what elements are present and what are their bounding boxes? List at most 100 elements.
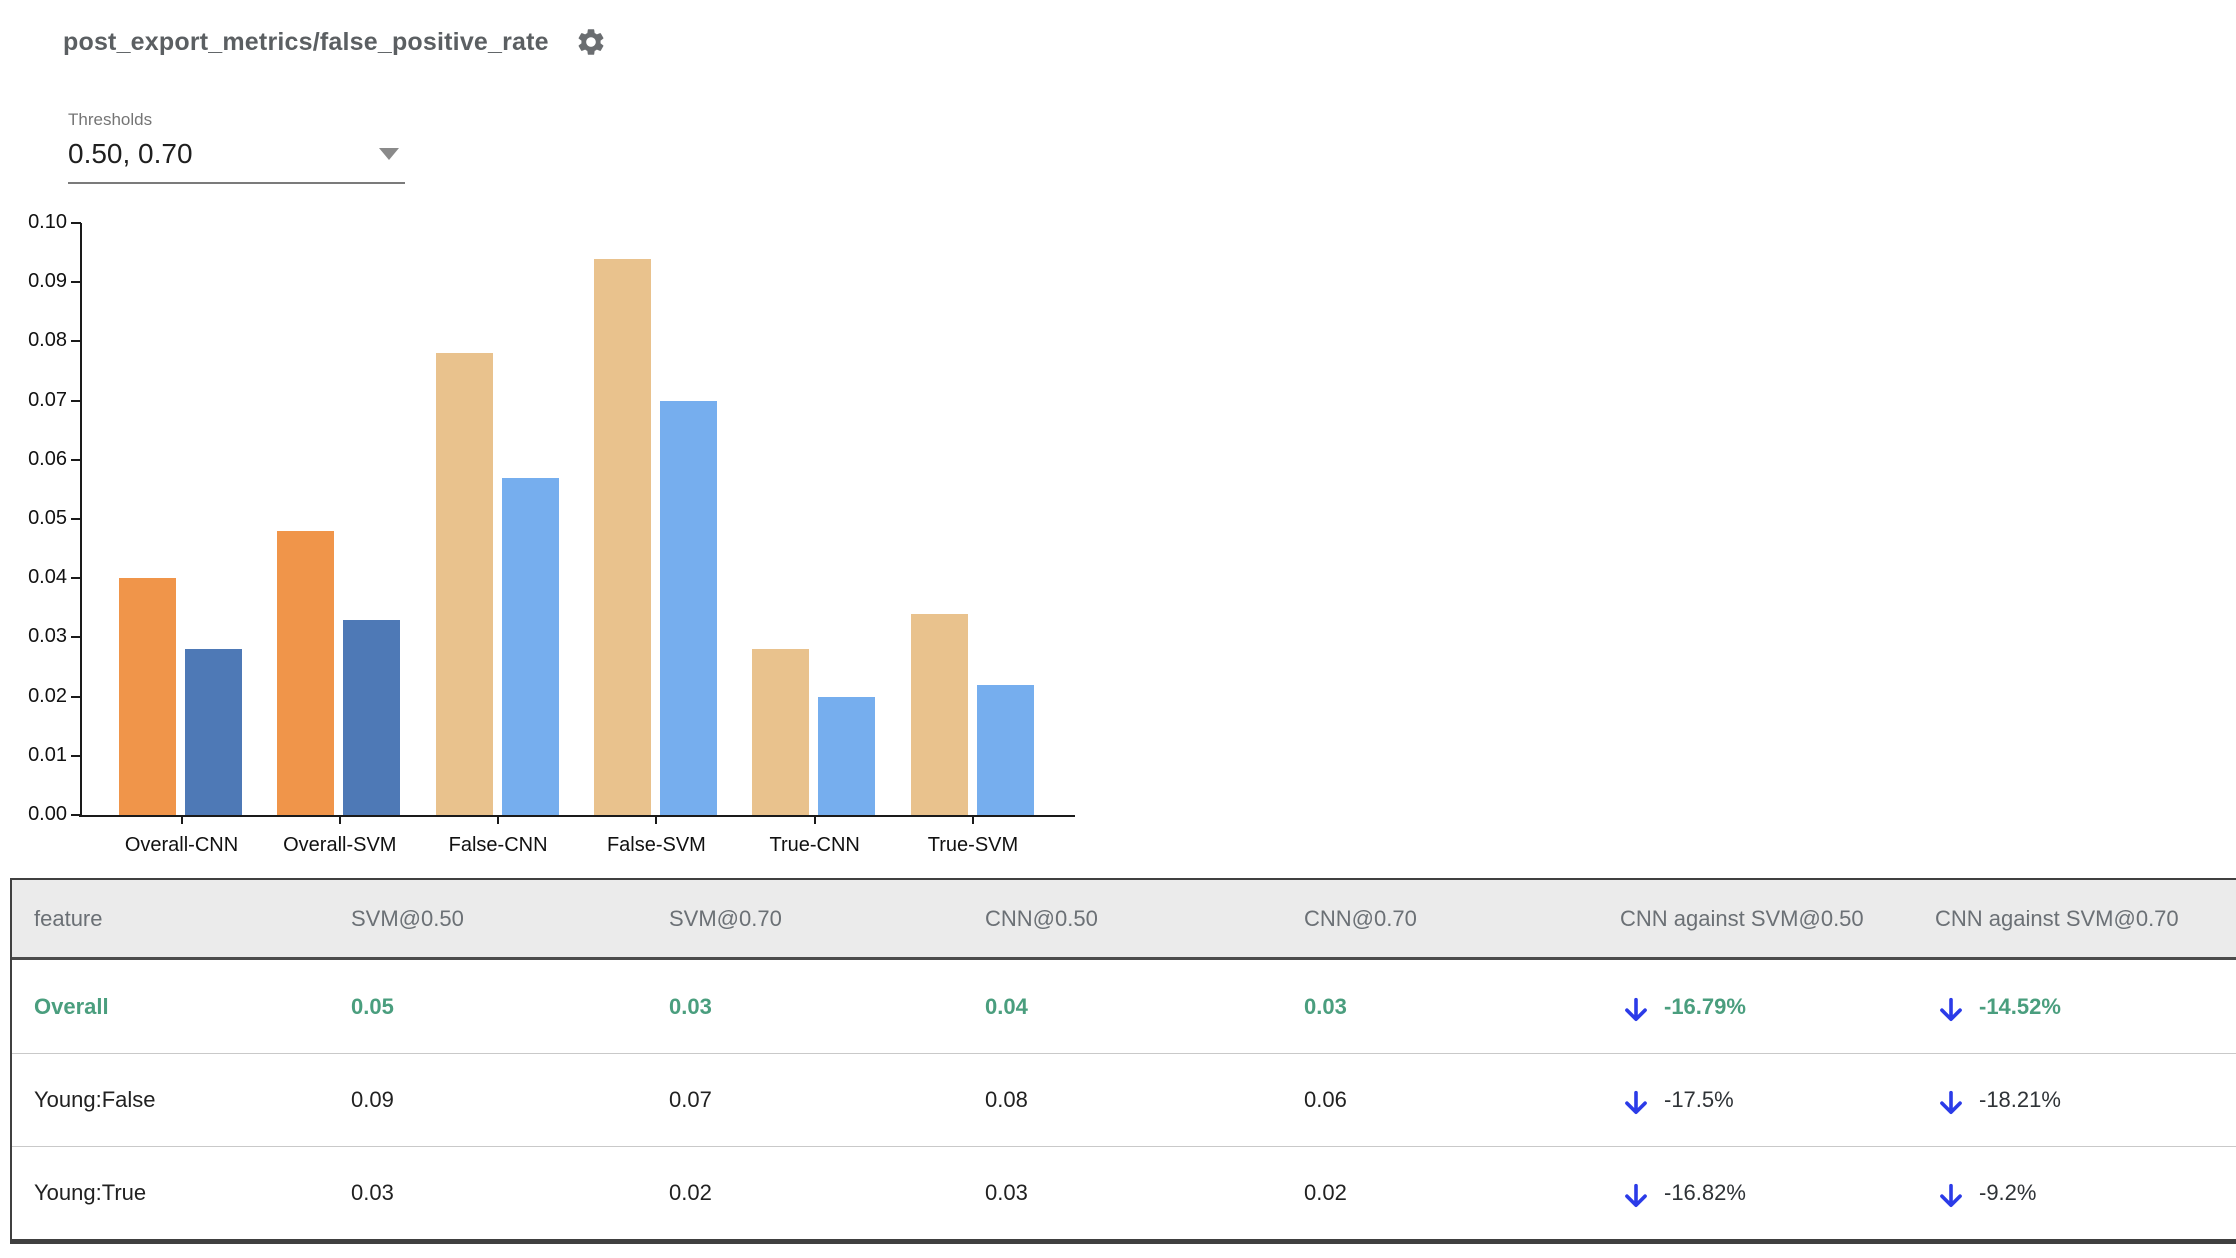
metric-header: post_export_metrics/false_positive_rate [63,26,607,58]
bar-False-SVM-series1 [659,400,717,815]
y-tick-label: 0.03 [28,625,67,648]
bar-True-SVM-series0 [910,613,968,815]
arrow-down-icon [1935,1084,1967,1116]
y-axis-tick [71,281,81,284]
column-header-6: CNN against SVM@0.70 [1935,905,2179,931]
y-tick-label: 0.04 [28,566,67,589]
value-cell-1: 0.07 [669,1087,712,1112]
delta-cell-0: -16.79% [1586,960,1901,1053]
delta-cell-1: -14.52% [1901,960,2236,1053]
thresholds-value: 0.50, 0.70 [68,138,193,169]
y-tick-label: 0.05 [28,507,67,529]
delta-cell-1: -18.21% [1901,1054,2236,1146]
column-header-1: SVM@0.50 [351,905,464,931]
value-cell-3: 0.02 [1304,1180,1347,1205]
x-axis-tick [655,815,658,824]
y-axis-tick [71,458,81,461]
delta-percent: -17.5% [1664,1087,1734,1112]
column-header-5: CNN against SVM@0.50 [1620,905,1864,931]
x-axis-tick [338,815,341,824]
x-axis-tick [813,815,816,824]
value-cell-1: 0.02 [669,1180,712,1205]
y-axis [80,223,82,817]
thresholds-label: Thresholds [68,110,153,129]
delta-percent: -18.21% [1979,1087,2061,1112]
delta-cell-1: -9.2% [1901,1147,2236,1239]
x-axis-tick [497,815,500,824]
y-tick-label: 0.08 [28,329,67,352]
value-cell-0: 0.05 [351,993,394,1019]
y-tick-label: 0.01 [28,743,67,766]
x-tick-label: True-CNN [769,834,860,856]
feature-cell: Young:False [34,1087,156,1112]
feature-cell: Overall [34,993,109,1019]
y-axis-tick [71,577,81,580]
delta-cell-0: -17.5% [1586,1054,1901,1146]
arrow-down-icon [1935,1177,1967,1209]
value-cell-2: 0.03 [985,1180,1028,1205]
dropdown-caret-icon [379,148,399,160]
value-cell-0: 0.09 [351,1087,394,1112]
bar-True-CNN-series1 [818,696,876,815]
thresholds-select[interactable]: Thresholds 0.50, 0.70 [68,110,405,184]
table-row: Young:True 0.03 0.02 0.03 0.02 -16.82% -9.2% [12,1146,2236,1239]
x-axis-tick [972,815,974,824]
x-tick-label: True-SVM [927,834,1019,856]
y-tick-label: 0.00 [28,803,67,825]
column-header-2: SVM@0.70 [669,905,782,931]
feature-cell: Young:True [34,1180,147,1205]
y-axis-tick [71,695,81,698]
bar-Overall-SVM-series0 [277,530,335,815]
value-cell-2: 0.04 [985,993,1028,1019]
x-axis-tick [180,815,183,824]
x-tick-label: False-CNN [448,834,548,856]
bar-False-SVM-series0 [593,258,651,815]
table-header-row: feature SVM@0.50 SVM@0.70 CNN@0.50 CNN@0.70 C… [12,880,2236,960]
arrow-down-icon [1935,991,1967,1023]
column-header-3: CNN@0.50 [985,905,1098,931]
table-row: Young:False 0.09 0.07 0.08 0.06 -17.5% -18.21% [12,1053,2236,1146]
column-header-4: CNN@0.70 [1304,905,1417,931]
delta-percent: -16.82% [1664,1180,1746,1205]
settings-gear-icon[interactable] [575,26,607,58]
bar-True-CNN-series0 [752,649,810,815]
page-title: post_export_metrics/false_positive_rate [63,27,549,56]
delta-percent: -9.2% [1979,1180,2037,1205]
delta-percent: -14.52% [1979,993,2061,1019]
bar-Overall-SVM-series1 [343,619,401,815]
metrics-table: feature SVM@0.50 SVM@0.70 CNN@0.50 CNN@0.70 C… [10,878,2236,1244]
x-tick-label: Overall-CNN [124,834,239,856]
value-cell-3: 0.06 [1304,1087,1347,1112]
arrow-down-icon [1620,1177,1652,1209]
bar-False-CNN-series0 [435,353,493,815]
y-axis-tick [71,754,81,757]
delta-percent: -16.79% [1664,993,1746,1019]
arrow-down-icon [1620,991,1652,1023]
value-cell-0: 0.03 [351,1180,394,1205]
bar-chart: 0.00 0.01 0.02 0.03 0.04 0.05 0.06 0.07 0.08 0.09… [0,150,1110,880]
y-tick-label: 0.02 [28,684,67,707]
bar-Overall-CNN-series0 [119,578,176,815]
y-axis-tick [71,636,81,639]
value-cell-1: 0.03 [669,993,712,1019]
bar-False-CNN-series1 [501,477,559,815]
y-tick-label: 0.10 [28,211,67,233]
x-axis [79,815,1075,817]
y-axis-tick [71,340,81,343]
column-header-0: feature [34,905,103,931]
x-tick-label: False-SVM [606,834,706,856]
arrow-down-icon [1620,1084,1652,1116]
y-axis-tick [71,518,81,520]
y-axis-tick [71,222,81,224]
y-axis-tick [71,399,81,402]
x-tick-label: Overall-SVM [283,834,397,856]
delta-cell-0: -16.82% [1586,1147,1901,1239]
bar-Overall-CNN-series1 [185,649,242,815]
value-cell-2: 0.08 [985,1087,1028,1112]
bar-True-SVM-series1 [976,684,1034,815]
y-tick-label: 0.07 [28,388,67,411]
y-tick-label: 0.06 [28,447,67,470]
value-cell-3: 0.03 [1304,993,1347,1019]
table-row: Overall 0.05 0.03 0.04 0.03 -16.79% -14.52% [12,960,2236,1053]
